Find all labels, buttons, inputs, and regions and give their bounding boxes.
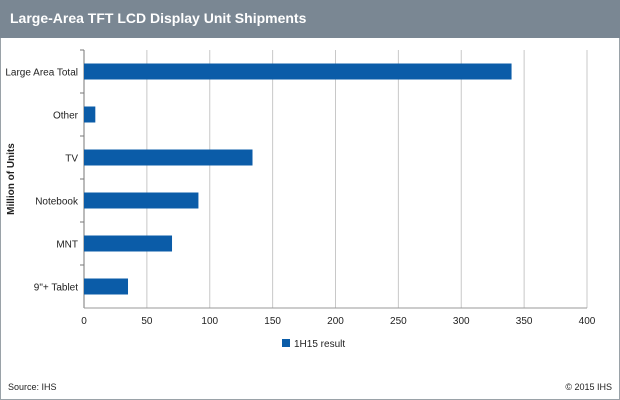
- bar: [84, 278, 129, 295]
- bar: [84, 106, 96, 123]
- legend-swatch: [282, 339, 290, 347]
- legend-label: 1H15 result: [294, 339, 345, 350]
- bar: [84, 235, 173, 252]
- copyright-note: © 2015 IHS: [565, 382, 612, 392]
- chart-header: Large-Area TFT LCD Display Unit Shipment…: [0, 0, 620, 38]
- x-tick-label: 200: [327, 316, 344, 327]
- category-label: Notebook: [35, 197, 79, 208]
- category-label: Other: [53, 111, 79, 122]
- x-tick-label: 400: [579, 316, 596, 327]
- category-label: Large Area Total: [5, 68, 78, 79]
- x-tick-label: 300: [453, 316, 470, 327]
- chart-title: Large-Area TFT LCD Display Unit Shipment…: [10, 10, 307, 26]
- x-tick-label: 0: [81, 316, 87, 327]
- source-note: Source: IHS: [8, 382, 57, 392]
- bar-chart: 0 50 100 150 200 250 300 350 400 Large Area Total…: [5, 49, 596, 350]
- x-tick-label: 250: [390, 316, 407, 327]
- x-tick-label: 350: [516, 316, 533, 327]
- category-label: 9"+ Tablet: [34, 283, 78, 294]
- x-tick-label: 50: [141, 316, 153, 327]
- bar: [84, 63, 512, 80]
- bar: [84, 192, 199, 209]
- x-tick-label: 150: [264, 316, 281, 327]
- x-tick-label: 100: [201, 316, 218, 327]
- bar: [84, 149, 253, 166]
- y-axis-title: Million of Units: [6, 143, 17, 215]
- category-label: TV: [65, 154, 78, 165]
- category-label: MNT: [56, 240, 78, 251]
